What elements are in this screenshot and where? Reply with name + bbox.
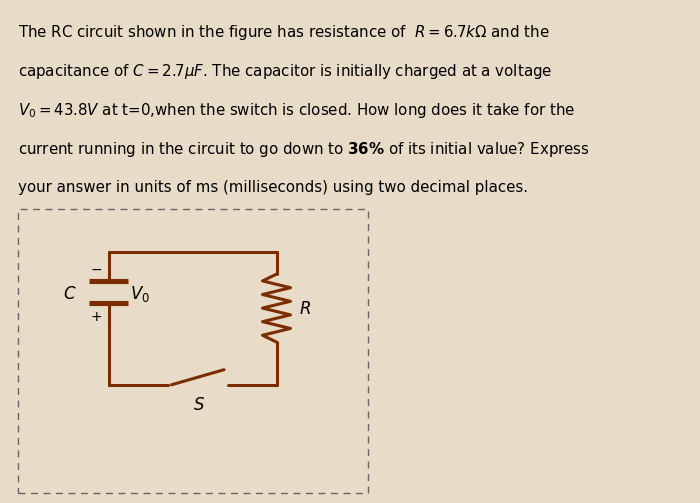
Text: capacitance of $C = 2.7\mu F$. The capacitor is initially charged at a voltage: capacitance of $C = 2.7\mu F$. The capac…: [18, 62, 552, 81]
Text: $R$: $R$: [298, 300, 311, 318]
Text: $V_0 = 43.8V$ at t=0,when the switch is closed. How long does it take for the: $V_0 = 43.8V$ at t=0,when the switch is …: [18, 101, 575, 120]
Text: $+$: $+$: [90, 310, 102, 324]
Text: current running in the circuit to go down to $\mathbf{36\%}$ of its initial valu: current running in the circuit to go dow…: [18, 140, 589, 159]
Text: $C$: $C$: [63, 285, 77, 303]
Text: $-$: $-$: [90, 262, 102, 276]
Text: $S$: $S$: [193, 396, 206, 414]
Text: $V_0$: $V_0$: [130, 284, 150, 304]
Text: The RC circuit shown in the figure has resistance of  $R = 6.7k\Omega$ and the: The RC circuit shown in the figure has r…: [18, 23, 549, 42]
Text: your answer in units of ms (milliseconds) using two decimal places.: your answer in units of ms (milliseconds…: [18, 180, 528, 195]
Bar: [18, 209, 368, 493]
